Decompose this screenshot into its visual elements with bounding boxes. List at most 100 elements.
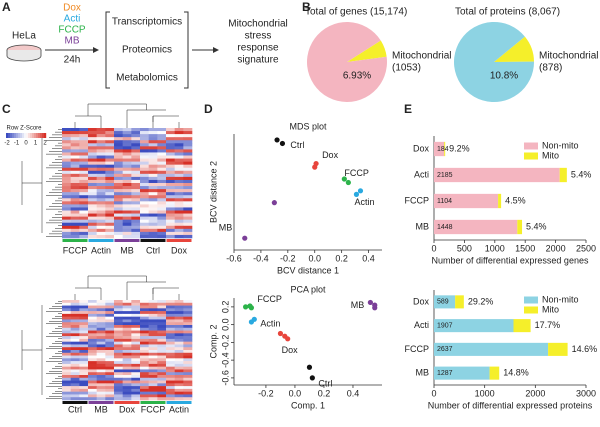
- group-bar: [140, 239, 166, 242]
- heatmap-cell: [174, 189, 184, 193]
- heatmap-cell: [166, 189, 175, 193]
- heatmap-cell: [62, 391, 71, 395]
- x-tick-label: 2000: [525, 388, 545, 398]
- heatmap-cell: [105, 164, 115, 169]
- heatmap-cell: [174, 358, 184, 362]
- heatmap-cell: [62, 207, 71, 211]
- heatmap-cell: [96, 305, 106, 309]
- heatmap-column-label: Ctrl: [68, 404, 82, 414]
- heatmap-cell: [105, 302, 115, 306]
- y-axis-label: BCV distance 2: [208, 161, 218, 223]
- heatmap-cell: [131, 375, 141, 379]
- heatmap-cell: [174, 231, 184, 236]
- heatmap-cell: [140, 195, 149, 199]
- heatmap-cell: [131, 391, 141, 395]
- heatmap-cell: [96, 363, 106, 367]
- heatmap-cell: [148, 369, 158, 373]
- heatmap-cell: [122, 167, 132, 172]
- heatmap-cell: [140, 327, 149, 331]
- heatmap-cell: [114, 176, 123, 181]
- heatmap-cell: [105, 222, 115, 227]
- bar-segment: [434, 193, 499, 209]
- heatmap-cell: [62, 164, 71, 169]
- legend-swatch: [524, 152, 538, 160]
- heatmap-cell: [62, 313, 71, 317]
- heatmap-cell: [183, 222, 193, 227]
- total-label: 589: [437, 299, 449, 306]
- heatmap-cell: [131, 369, 141, 373]
- heatmap-cell: [62, 311, 71, 315]
- heatmap-cell: [166, 352, 175, 356]
- cell-line: HeLa: [12, 31, 36, 42]
- heatmap-cell: [131, 176, 141, 181]
- output: Mitochondrial: [228, 19, 287, 30]
- heatmap-cell: [148, 330, 158, 334]
- heatmap-cell: [140, 333, 149, 337]
- heatmap-cell: [62, 134, 71, 138]
- heatmap-cell: [88, 170, 97, 175]
- heatmap-cell: [140, 336, 149, 340]
- heatmap-cell: [114, 355, 123, 359]
- heatmap-cell: [62, 140, 71, 144]
- heatmap-cell: [70, 140, 80, 144]
- heatmap-cell: [157, 222, 167, 227]
- x-axis-label: Comp. 1: [291, 400, 325, 410]
- heatmap-cell: [140, 176, 149, 181]
- heatmap-cell: [174, 380, 184, 384]
- heatmap-cell: [62, 186, 71, 190]
- legend-swatch: [524, 296, 538, 304]
- heatmap-cell: [140, 164, 149, 169]
- heatmap-cell: [96, 128, 106, 132]
- heatmap-cell: [79, 350, 89, 354]
- heatmap-cell: [88, 213, 97, 217]
- heatmap-cell: [88, 176, 97, 181]
- heatmap-cell: [79, 313, 89, 317]
- heatmap-cell: [105, 167, 115, 172]
- heatmap-cell: [96, 358, 106, 362]
- heatmap-cell: [166, 179, 175, 184]
- colorbar-tick: 0: [24, 141, 28, 147]
- heatmap-cell: [157, 316, 167, 320]
- pie-title: Total of genes (15,174): [305, 7, 407, 18]
- heatmap-cell: [131, 158, 141, 162]
- heatmap-cell: [79, 176, 89, 181]
- heatmap-cell: [105, 358, 115, 362]
- heatmap-cell: [70, 302, 80, 306]
- heatmap-cell: [70, 146, 80, 150]
- heatmap-cell: [140, 383, 149, 387]
- heatmap-cell: [148, 225, 158, 230]
- heatmap-cell: [131, 210, 141, 214]
- heatmap-cell: [131, 149, 141, 153]
- heatmap-cell: [96, 311, 106, 315]
- heatmap-cell: [148, 383, 158, 387]
- heatmap-cell: [140, 355, 149, 359]
- heatmap-cell: [166, 219, 175, 224]
- heatmap-cell: [105, 347, 115, 351]
- heatmap-cell: [122, 383, 132, 387]
- heatmap-cell: [183, 383, 193, 387]
- heatmap-cell: [79, 361, 89, 365]
- heatmap-cell: [62, 128, 71, 132]
- heatmap-cell: [148, 146, 158, 150]
- heatmap-cell: [166, 222, 175, 227]
- heatmap-cell: [166, 195, 175, 199]
- heatmap-cell: [183, 155, 193, 159]
- heatmap-cell: [183, 397, 193, 401]
- heatmap-cell: [140, 183, 149, 187]
- heatmap-cell: [62, 316, 71, 320]
- heatmap-cell: [96, 186, 106, 190]
- heatmap-cell: [122, 352, 132, 356]
- heatmap-cell: [88, 305, 97, 309]
- point: [271, 200, 277, 206]
- heatmap-cell: [140, 192, 149, 196]
- heatmap-cell: [157, 128, 167, 132]
- x-tick-label: 0: [431, 243, 436, 253]
- heatmap-cell: [79, 210, 89, 214]
- heatmap-cell: [96, 341, 106, 345]
- heatmap-cell: [114, 192, 123, 196]
- x-tick-label: 2000: [546, 243, 566, 253]
- heatmap-cell: [114, 325, 123, 329]
- heatmap-cell: [114, 369, 123, 373]
- heatmap-cell: [183, 140, 193, 144]
- heatmap-cell: [183, 131, 193, 135]
